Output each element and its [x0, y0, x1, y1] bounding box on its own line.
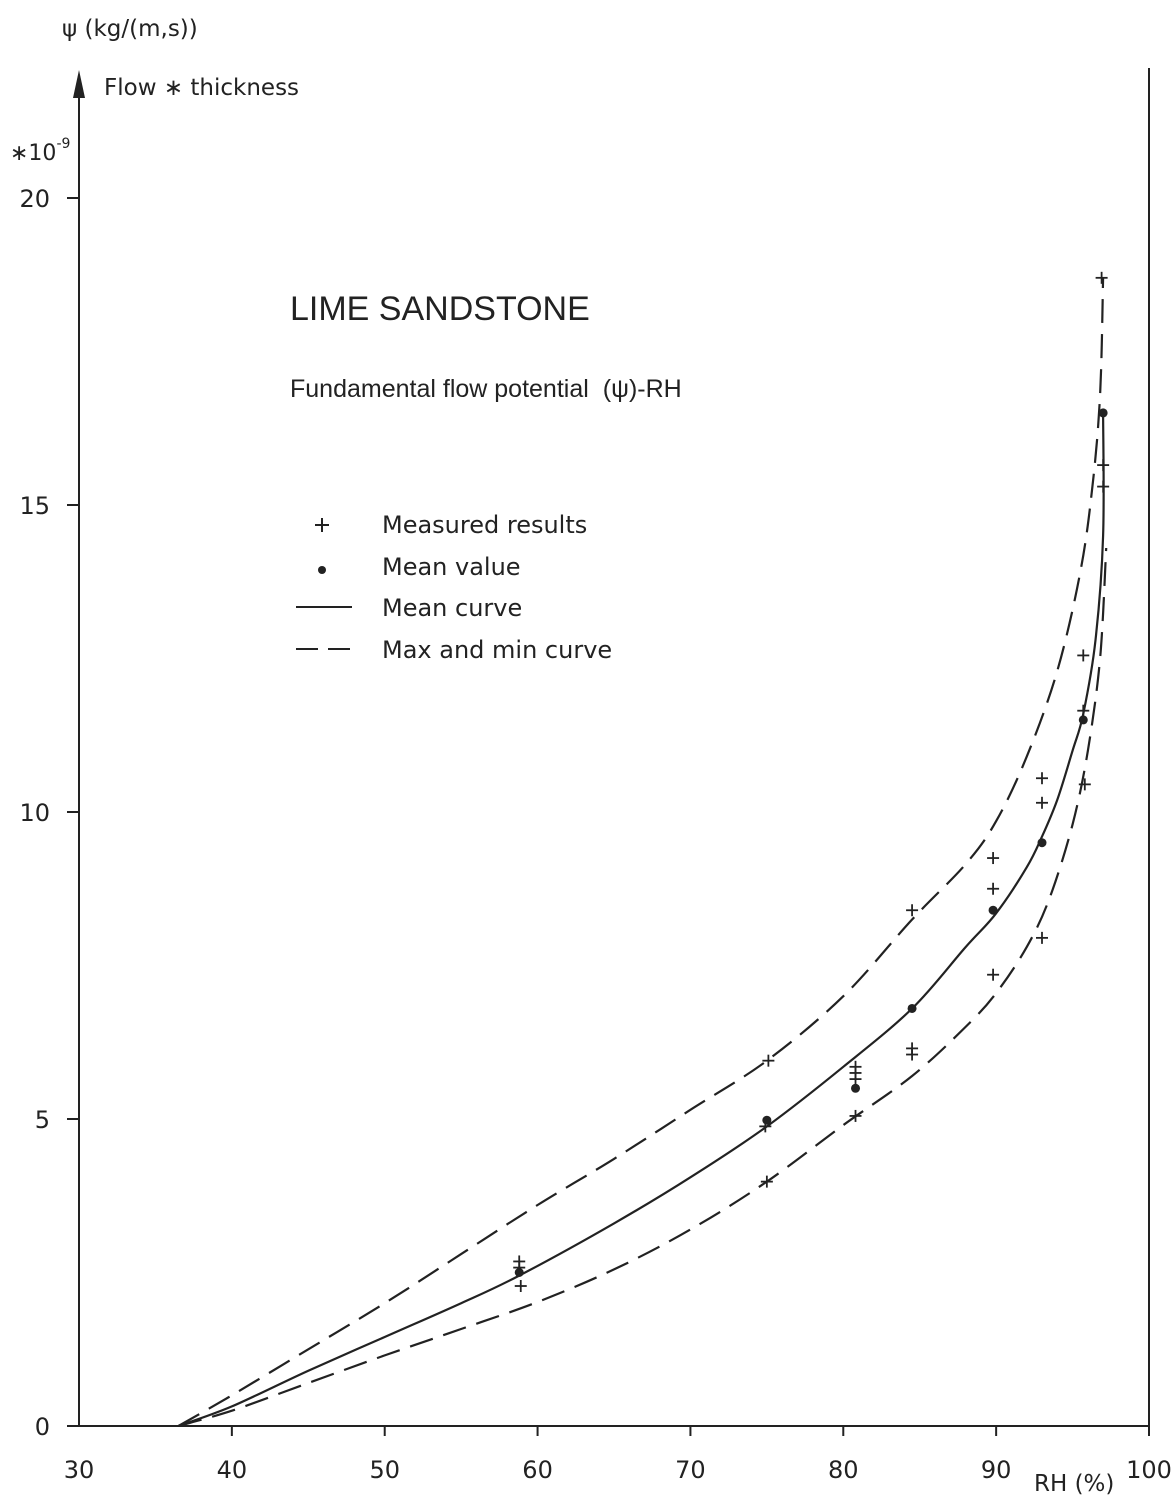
measured-point	[987, 882, 1000, 895]
x-tick-label: 50	[369, 1456, 400, 1484]
chart-title: LIME SANDSTONE	[290, 290, 590, 328]
measured-point	[1097, 459, 1110, 472]
measured-point	[762, 1054, 775, 1067]
y-multiplier: ∗10-9	[10, 136, 70, 166]
axis-ticks: 30 40 50 60 70 80 90 100 0 5 10 15 20	[19, 185, 1171, 1484]
chart-subtitle: Fundamental flow potential (ψ)-RH	[290, 375, 682, 403]
mean-curve-line	[178, 412, 1105, 1428]
measured-point	[906, 904, 919, 917]
mean-value-point	[851, 1083, 861, 1093]
measured-point	[987, 968, 1000, 981]
x-tick-label: 40	[217, 1456, 248, 1484]
plot-curves	[177, 277, 1108, 1428]
y-multiplier-exp: -9	[56, 136, 70, 152]
y-tick-label: 10	[19, 799, 50, 827]
x-tick-label: 100	[1126, 1456, 1172, 1484]
min-curve-line	[178, 547, 1108, 1428]
mean-value-point	[1098, 408, 1108, 418]
measured-point	[1077, 704, 1090, 717]
measured-point	[1036, 796, 1048, 809]
mean-value-point	[907, 1003, 917, 1013]
legend-dot-marker	[318, 566, 326, 574]
measured-point	[514, 1280, 527, 1293]
y-tick-label: 0	[35, 1413, 50, 1441]
x-axis-label: RH (%)	[1034, 1471, 1114, 1496]
y-multiplier-base: ∗10	[10, 141, 56, 166]
legend-label-max-min: Max and min curve	[382, 636, 612, 664]
legend-label-mean-curve: Mean curve	[382, 594, 522, 622]
measured-point	[1077, 649, 1090, 662]
measured-point	[849, 1060, 862, 1073]
x-tick-label: 80	[828, 1456, 859, 1484]
measured-point	[1095, 271, 1108, 284]
measured-point	[1078, 778, 1091, 791]
measured-point	[1036, 931, 1048, 944]
mean-value-point	[988, 905, 998, 915]
measured-point	[906, 1042, 919, 1055]
mean-value-point	[1078, 715, 1088, 725]
x-tick-label: 30	[64, 1456, 95, 1484]
y-unit-label: ψ (kg/(m,s))	[62, 16, 198, 42]
legend-item-mean-curve: Mean curve	[296, 594, 522, 622]
y-axis-label: Flow ∗ thickness	[104, 75, 299, 101]
measured-point	[760, 1175, 773, 1188]
legend-item-max-min: Max and min curve	[296, 636, 612, 664]
legend-item-measured: Measured results	[315, 511, 587, 539]
chart-subtitle-text: Fundamental flow potential	[290, 375, 589, 403]
legend-label-mean-value: Mean value	[382, 553, 521, 581]
x-tick-label: 70	[675, 1456, 706, 1484]
legend-item-mean-value: Mean value	[318, 553, 521, 581]
plot-points	[513, 271, 1110, 1293]
y-tick-label: 20	[19, 185, 50, 213]
y-axis-arrow	[73, 70, 85, 98]
mean-value-point	[762, 1115, 772, 1125]
x-tick-label: 60	[522, 1456, 553, 1484]
measured-point	[1097, 480, 1110, 493]
chart-subtitle-symbol: (ψ)-RH	[603, 375, 682, 403]
x-tick-label: 90	[981, 1456, 1012, 1484]
y-tick-label: 5	[35, 1106, 50, 1134]
y-tick-label: 15	[19, 492, 50, 520]
legend-label-measured: Measured results	[382, 511, 587, 539]
mean-value-point	[1037, 838, 1047, 848]
max-curve-line	[177, 277, 1105, 1427]
measured-point	[849, 1109, 862, 1122]
legend: Measured results Mean value Mean curve M…	[296, 511, 612, 664]
mean-value-point	[514, 1268, 524, 1277]
measured-point	[1036, 772, 1048, 785]
measured-point	[987, 852, 1000, 865]
